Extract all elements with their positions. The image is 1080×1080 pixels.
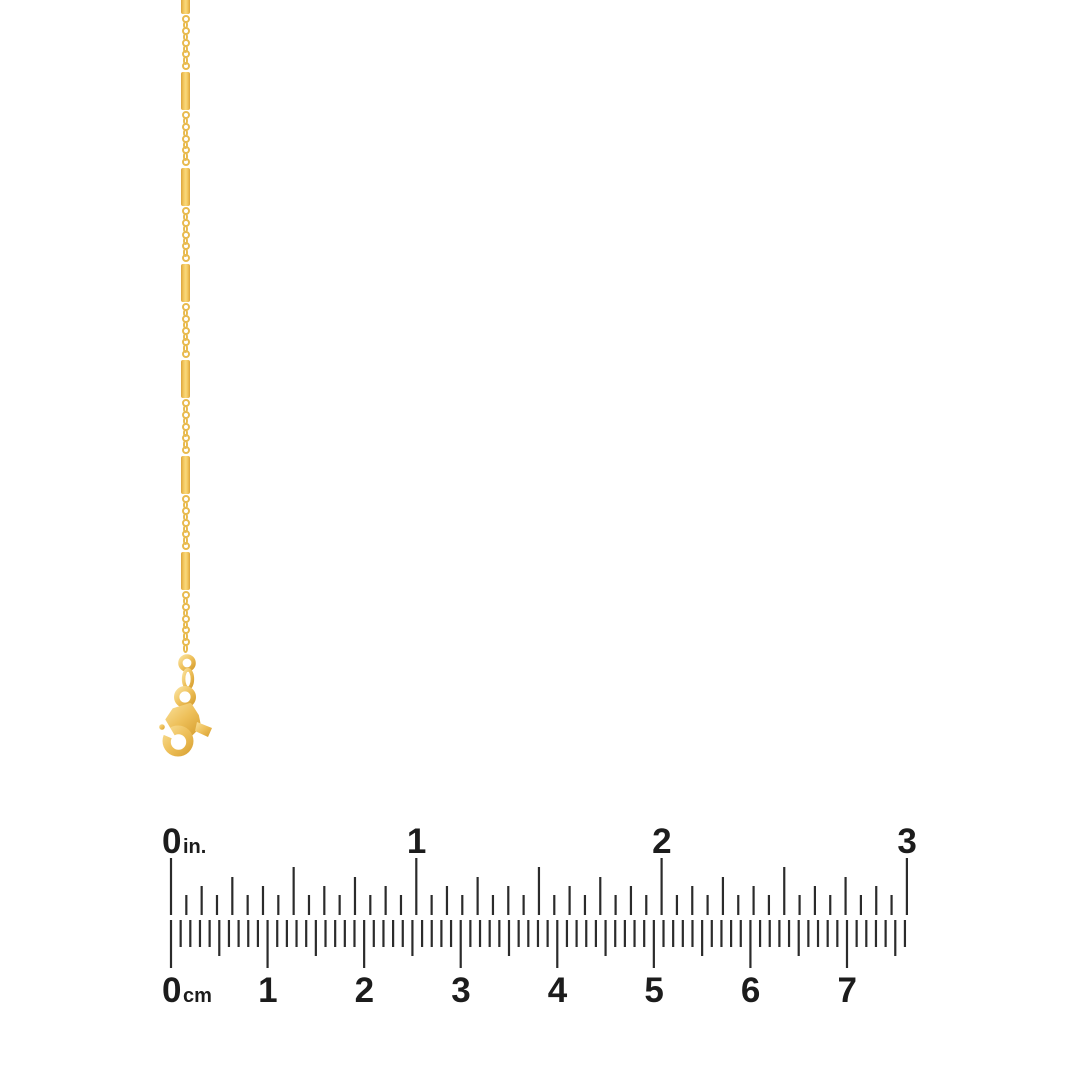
chain-link [181,446,190,455]
chain-link [181,254,190,263]
inch-label-2: 2 [652,822,672,861]
chain-link [181,158,190,167]
clasp-assembly [157,654,212,757]
chain-bar [181,72,190,110]
chain-bar [181,360,190,398]
unit-label-inch: in. [182,836,207,858]
cm-label-2: 2 [354,971,374,1010]
cm-label-3: 3 [451,971,471,1010]
cm-label-6: 6 [740,971,760,1010]
chain-bar [181,168,190,206]
chain-link [182,644,189,653]
cm-label-5: 5 [644,971,664,1010]
lobster-clasp-icon [157,703,212,757]
chain-bar [181,456,190,494]
cm-label-4: 4 [547,971,567,1010]
chain-link [181,350,190,359]
cm-label-0: 0 cm [162,971,212,1010]
cm-label-7: 7 [837,971,857,1010]
inch-label-3: 3 [897,822,917,861]
chain-link [181,62,190,71]
unit-label-cm: cm [182,985,212,1007]
chain-bar [181,0,190,14]
chain-bar [181,552,190,590]
chain-bar [181,264,190,302]
inch-label-0: 0 in. [162,822,207,861]
chain-link [181,542,190,551]
cm-label-1: 1 [258,971,278,1010]
inch-label-1: 1 [406,822,426,861]
